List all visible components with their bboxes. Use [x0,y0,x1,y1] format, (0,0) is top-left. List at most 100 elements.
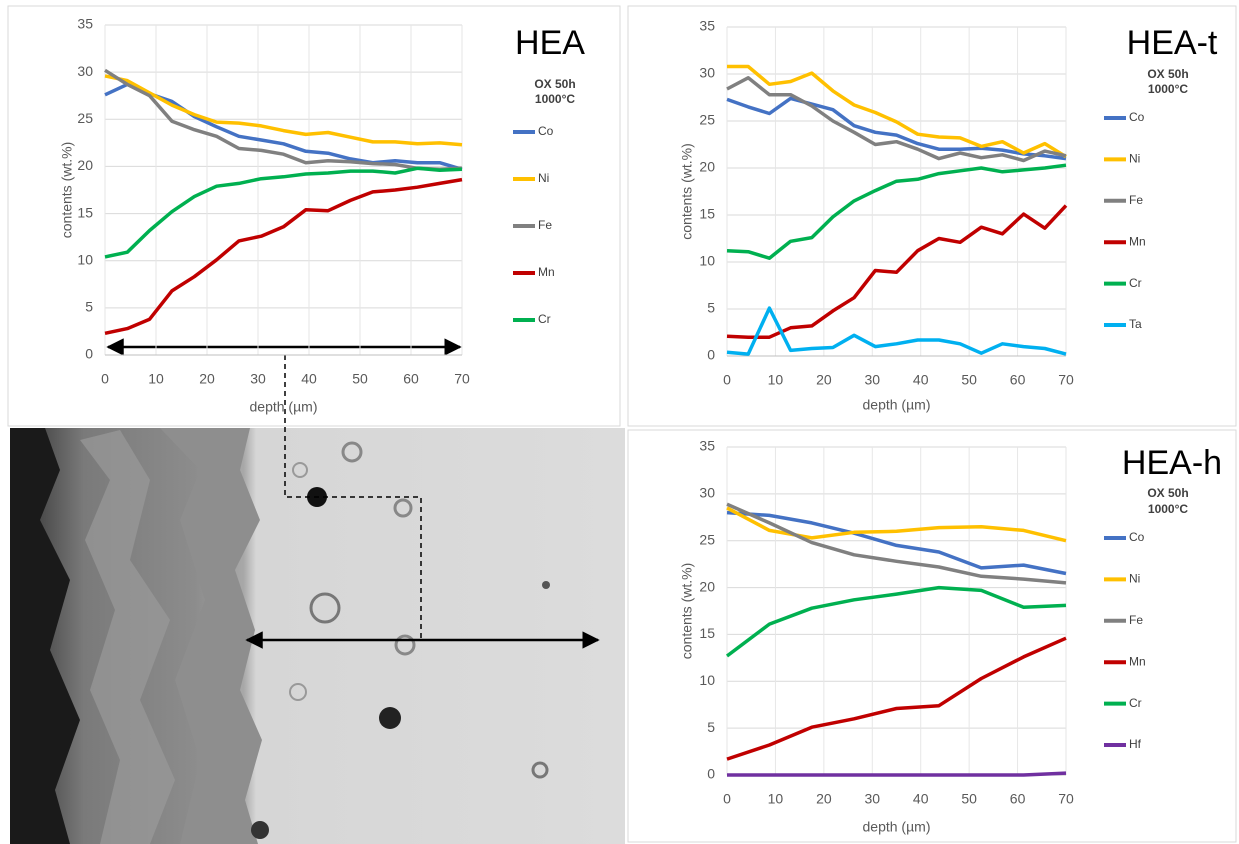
y-tick-label: 0 [707,766,715,782]
y-tick-label: 30 [699,485,715,501]
y-tick-label: 15 [699,206,715,222]
x-tick-label: 40 [913,791,929,807]
y-tick-label: 10 [77,251,93,267]
pore [393,498,413,518]
chart-title: HEA-h [1122,444,1222,482]
legend-label: Cr [1129,276,1142,290]
y-tick-label: 0 [707,347,715,363]
legend-label: Co [1129,110,1145,124]
x-tick-label: 50 [352,371,368,387]
data-line [726,306,1067,356]
y-tick-label: 20 [699,578,715,594]
y-tick-label: 35 [77,16,93,32]
data-line [726,506,1067,543]
pore [379,707,401,729]
y-tick-label: 35 [699,18,715,34]
x-tick-label: 50 [961,791,977,807]
data-line [726,96,1067,161]
connector [284,355,422,640]
x-tick-label: 20 [816,372,832,388]
y-tick-label: 5 [85,299,93,315]
y-tick-label: 25 [699,112,715,128]
y-tick-label: 0 [85,346,93,362]
y-tick-label: 30 [699,65,715,81]
legend-label: Fe [538,218,552,232]
chart: 0 5 10 15 20 25 30 35 0 10 20 30 40 50 60 70 HEA OX 50h10… [59,16,586,415]
panel-frame [627,429,1237,843]
legend-label: Ni [1129,572,1140,586]
y-tick-label: 10 [699,672,715,688]
x-tick-label: 60 [1010,372,1026,388]
y-tick-label: 15 [699,625,715,641]
y-tick-label: 20 [77,157,93,173]
x-tick-label: 10 [768,791,784,807]
chart-title: HEA-t [1127,24,1218,62]
y-axis-label: contents (wt.%) [679,143,695,239]
legend-label: Ni [538,171,549,185]
x-tick-label: 30 [250,371,266,387]
x-tick-label: 20 [199,371,215,387]
x-axis-label: depth (µm) [250,399,318,415]
x-tick-label: 70 [454,371,470,387]
micrograph [10,428,625,844]
x-tick-label: 50 [961,372,977,388]
chart: 0 5 10 15 20 25 30 35 0 10 20 30 40 50 60 70 HEA-t OX 50h… [679,18,1218,413]
legend-label: Hf [1129,737,1142,751]
data-line [726,163,1067,260]
x-axis-label: depth (µm) [863,819,931,835]
x-tick-label: 40 [913,372,929,388]
legend-title: 1000°C [1148,82,1188,96]
legend-title: OX 50h [1147,67,1188,81]
x-tick-label: 40 [301,371,317,387]
grey-layer [160,428,262,844]
legend-label: Fe [1129,193,1143,207]
y-tick-label: 15 [77,204,93,220]
data-line [104,74,463,147]
legend-label: Co [538,124,554,138]
chart: 0 5 10 15 20 25 30 35 0 10 20 30 40 50 60 70 HEA-h OX 50h… [679,438,1222,835]
x-tick-label: 10 [768,372,784,388]
x-tick-label: 0 [723,372,731,388]
y-axis-label: contents (wt.%) [59,142,75,238]
panel-frame [7,5,621,427]
pore [289,683,307,701]
y-tick-label: 30 [77,63,93,79]
y-tick-label: 5 [707,300,715,316]
x-tick-label: 70 [1058,372,1074,388]
legend-label: Mn [1129,234,1146,248]
y-tick-label: 25 [699,531,715,547]
x-tick-label: 30 [864,372,880,388]
panel-frame [627,5,1237,427]
legend-label: Cr [1129,696,1142,710]
chart-title: HEA [515,24,585,62]
data-line [726,76,1067,163]
data-line [727,64,1067,159]
y-tick-label: 35 [699,438,715,454]
legend-label: Co [1129,530,1145,544]
legend-label: Ni [1129,152,1140,166]
oxide-grain [80,430,175,844]
legend-title: 1000°C [1148,502,1188,516]
y-tick-label: 5 [707,719,715,735]
x-tick-label: 0 [723,791,731,807]
x-tick-label: 0 [101,371,109,387]
x-tick-label: 60 [1010,791,1026,807]
pore [341,441,363,463]
pore [251,821,269,839]
legend-title: OX 50h [534,77,575,91]
pore [309,592,341,624]
data-line [104,82,463,171]
x-tick-label: 20 [816,791,832,807]
x-axis-label: depth (µm) [863,397,931,413]
legend-title: 1000°C [535,92,575,106]
data-line [726,502,1067,585]
x-tick-label: 10 [148,371,164,387]
x-tick-label: 70 [1058,791,1074,807]
data-line [104,68,463,172]
legend-label: Ta [1129,317,1142,331]
data-line [725,585,1067,658]
y-axis-label: contents (wt.%) [679,563,695,659]
data-line [727,771,1067,777]
